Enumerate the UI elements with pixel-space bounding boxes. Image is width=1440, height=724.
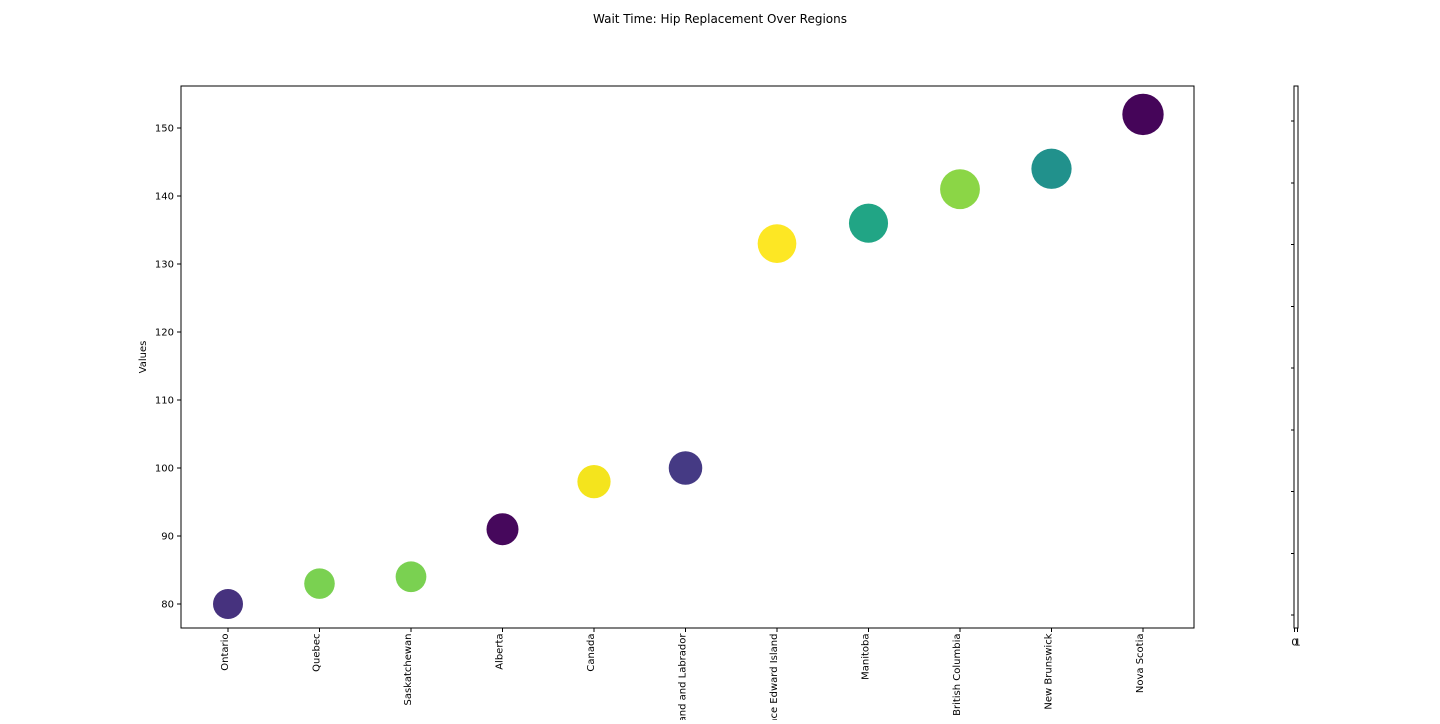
data-point-9 (1031, 148, 1072, 189)
secondary-axis-xtick-label: 1 (1294, 638, 1300, 649)
x-axis-tick-label: New Brunswick (1044, 633, 1055, 709)
y-axis-tick-label: 130 (155, 260, 174, 271)
x-axis-tick-label: Alberta (495, 634, 506, 670)
data-point-0 (213, 589, 243, 619)
x-axis-tick-label: British Columbia (952, 634, 963, 716)
secondary-axis-xtick-label: 0 (1291, 638, 1297, 649)
data-point-3 (486, 513, 519, 546)
y-axis-label: Values (138, 341, 149, 374)
data-point-6 (757, 224, 797, 263)
x-axis-tick-label: Saskatchewan (403, 634, 414, 706)
chart-title: Wait Time: Hip Replacement Over Regions (593, 12, 847, 26)
data-point-4 (577, 464, 611, 499)
data-point-10 (1122, 93, 1164, 136)
y-axis-tick-label: 100 (155, 464, 174, 475)
y-axis-tick-label: 140 (155, 192, 174, 203)
data-point-5 (668, 451, 703, 485)
x-axis-tick-label: Nova Scotia (1135, 634, 1146, 694)
x-axis-tick-label: Prince Edward Island (769, 634, 780, 721)
y-axis-tick-label: 110 (155, 396, 174, 407)
x-axis-tick-label: Ontario (220, 634, 231, 671)
y-axis-tick-label: 80 (161, 600, 174, 611)
data-point-2 (395, 561, 427, 593)
x-axis-tick-label: Manitoba (861, 634, 872, 680)
data-point-7 (848, 203, 889, 243)
x-axis-tick-label: Newfoundland and Labrador (678, 633, 689, 720)
data-point-1 (304, 568, 335, 599)
data-point-8 (940, 169, 980, 210)
x-axis-tick-label: Quebec (312, 634, 323, 672)
secondary-axis-border (1293, 85, 1299, 629)
y-axis-tick-label: 150 (155, 124, 174, 135)
y-axis-tick-label: 120 (155, 328, 174, 339)
y-axis-tick-label: 90 (161, 532, 174, 543)
plot-area-border (180, 85, 1195, 629)
x-axis-tick-label: Canada (586, 634, 597, 672)
